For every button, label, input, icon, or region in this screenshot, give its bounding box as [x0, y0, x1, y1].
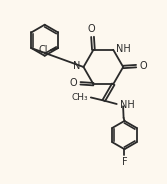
Text: F: F — [122, 157, 127, 167]
Text: N: N — [73, 61, 80, 71]
Text: CH₃: CH₃ — [72, 93, 88, 102]
Text: Cl: Cl — [38, 45, 48, 55]
Text: O: O — [88, 24, 96, 34]
Text: O: O — [69, 78, 77, 88]
Text: O: O — [140, 61, 147, 71]
Text: NH: NH — [116, 44, 131, 54]
Text: NH: NH — [120, 100, 135, 109]
